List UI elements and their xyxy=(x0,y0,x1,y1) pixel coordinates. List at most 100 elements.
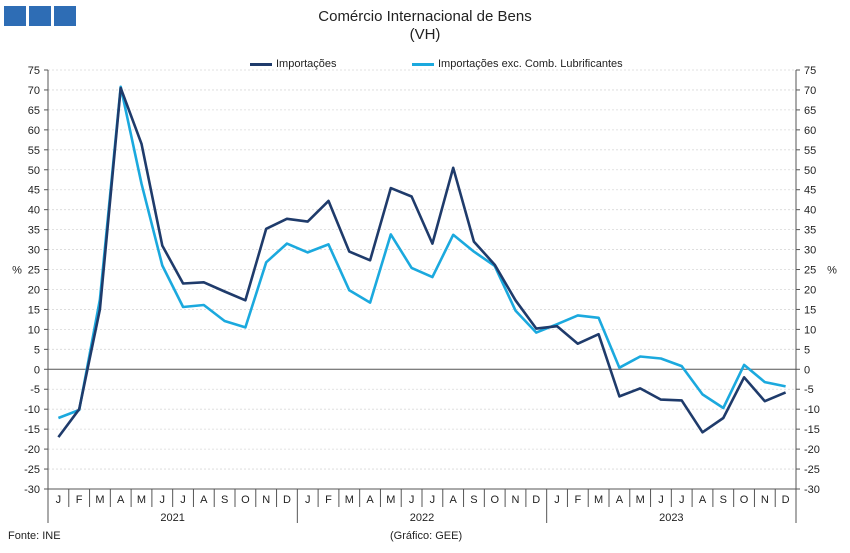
y-tick-label-left: 75 xyxy=(28,65,40,77)
month-tick-label: M xyxy=(636,494,645,506)
month-tick-label: A xyxy=(449,494,457,506)
month-tick-label: S xyxy=(470,494,477,506)
y-tick-label-right: 0 xyxy=(804,364,810,376)
y-tick-label-left: 15 xyxy=(28,304,40,316)
credit-note: (Gráfico: GEE) xyxy=(390,530,463,542)
month-tick-label: F xyxy=(76,494,83,506)
y-tick-label-left: 30 xyxy=(28,245,40,257)
y-tick-label-right: -25 xyxy=(804,464,820,476)
logo-square-1 xyxy=(4,6,26,26)
month-tick-label: J xyxy=(180,494,186,506)
month-tick-label: N xyxy=(761,494,769,506)
month-tick-label: D xyxy=(782,494,790,506)
month-tick-label: M xyxy=(95,494,104,506)
series-line-importacoes-exc xyxy=(57,85,786,420)
y-tick-label-left: 40 xyxy=(28,205,40,217)
y-tick-label-left: 50 xyxy=(28,165,40,177)
y-tick-label-right: 45 xyxy=(804,185,816,197)
year-label: 2022 xyxy=(410,512,434,524)
logo-square-3 xyxy=(54,6,76,26)
y-tick-label-right: 35 xyxy=(804,225,816,237)
month-tick-label: M xyxy=(386,494,395,506)
year-label: 2023 xyxy=(659,512,683,524)
y-tick-label-right: 50 xyxy=(804,165,816,177)
y-axis-label-right: % xyxy=(827,265,837,277)
series-line-importacoes xyxy=(57,86,787,438)
month-tick-label: J xyxy=(160,494,166,506)
y-tick-label-right: -20 xyxy=(804,444,820,456)
month-tick-label: A xyxy=(200,494,208,506)
month-tick-label: D xyxy=(283,494,291,506)
three-blue-squares-logo-icon xyxy=(4,6,76,26)
y-tick-label-right: 60 xyxy=(804,125,816,137)
month-tick-label: A xyxy=(117,494,125,506)
legend-item-importacoes: Importações xyxy=(250,58,337,70)
y-tick-label-right: 30 xyxy=(804,245,816,257)
month-tick-label: J xyxy=(658,494,664,506)
year-label: 2021 xyxy=(160,512,184,524)
y-tick-label-left: 55 xyxy=(28,145,40,157)
month-tick-label: J xyxy=(430,494,436,506)
y-tick-label-left: 35 xyxy=(28,225,40,237)
month-tick-label: O xyxy=(241,494,250,506)
y-tick-label-left: -25 xyxy=(24,464,40,476)
month-tick-label: A xyxy=(699,494,707,506)
y-tick-label-left: 65 xyxy=(28,105,40,117)
y-axis-label-left: % xyxy=(12,265,22,277)
month-tick-label: F xyxy=(574,494,581,506)
legend-swatch-importacoes-exc xyxy=(412,62,434,66)
month-tick-label: J xyxy=(56,494,62,506)
legend-label-importacoes: Importações xyxy=(276,58,337,70)
y-tick-label-left: -15 xyxy=(24,424,40,436)
y-tick-label-right: 70 xyxy=(804,85,816,97)
month-tick-label: O xyxy=(490,494,499,506)
month-tick-label: S xyxy=(720,494,727,506)
y-tick-label-right: 10 xyxy=(804,324,816,336)
y-tick-label-left: 5 xyxy=(34,344,40,356)
month-tick-label: F xyxy=(325,494,332,506)
month-tick-label: D xyxy=(532,494,540,506)
y-tick-label-left: 45 xyxy=(28,185,40,197)
month-tick-label: N xyxy=(262,494,270,506)
source-note: Fonte: INE xyxy=(8,530,61,542)
y-tick-label-left: -20 xyxy=(24,444,40,456)
month-tick-label: M xyxy=(137,494,146,506)
month-tick-label: A xyxy=(366,494,374,506)
y-tick-label-right: -5 xyxy=(804,384,814,396)
y-tick-label-right: -15 xyxy=(804,424,820,436)
y-tick-label-left: 20 xyxy=(28,284,40,296)
month-tick-label: M xyxy=(594,494,603,506)
y-tick-label-right: 65 xyxy=(804,105,816,117)
month-tick-label: A xyxy=(616,494,624,506)
y-tick-label-right: 25 xyxy=(804,265,816,277)
chart-subtitle: (VH) xyxy=(409,26,441,43)
legend-item-importacoes-exc: Importações exc. Comb. Lubrificantes xyxy=(412,58,623,70)
month-tick-label: M xyxy=(345,494,354,506)
logo-square-2 xyxy=(29,6,51,26)
legend-swatch-importacoes xyxy=(250,62,272,66)
month-tick-label: S xyxy=(221,494,228,506)
y-tick-label-right: -30 xyxy=(804,484,820,496)
y-tick-label-right: -10 xyxy=(804,404,820,416)
y-tick-label-right: 40 xyxy=(804,205,816,217)
y-tick-label-left: -10 xyxy=(24,404,40,416)
y-tick-label-left: 25 xyxy=(28,265,40,277)
chart-title: Comércio Internacional de Bens xyxy=(318,8,532,25)
month-tick-label: O xyxy=(740,494,749,506)
month-tick-label: J xyxy=(554,494,560,506)
legend-label-importacoes-exc: Importações exc. Comb. Lubrificantes xyxy=(438,58,623,70)
month-tick-label: J xyxy=(409,494,415,506)
y-tick-label-right: 55 xyxy=(804,145,816,157)
y-tick-label-right: 5 xyxy=(804,344,810,356)
month-tick-label: J xyxy=(305,494,311,506)
y-tick-label-left: 70 xyxy=(28,85,40,97)
y-tick-label-left: -30 xyxy=(24,484,40,496)
y-tick-label-right: 75 xyxy=(804,65,816,77)
y-tick-label-left: -5 xyxy=(30,384,40,396)
month-tick-label: J xyxy=(679,494,685,506)
y-tick-label-right: 20 xyxy=(804,284,816,296)
y-tick-label-left: 10 xyxy=(28,324,40,336)
y-tick-label-left: 60 xyxy=(28,125,40,137)
y-tick-label-left: 0 xyxy=(34,364,40,376)
